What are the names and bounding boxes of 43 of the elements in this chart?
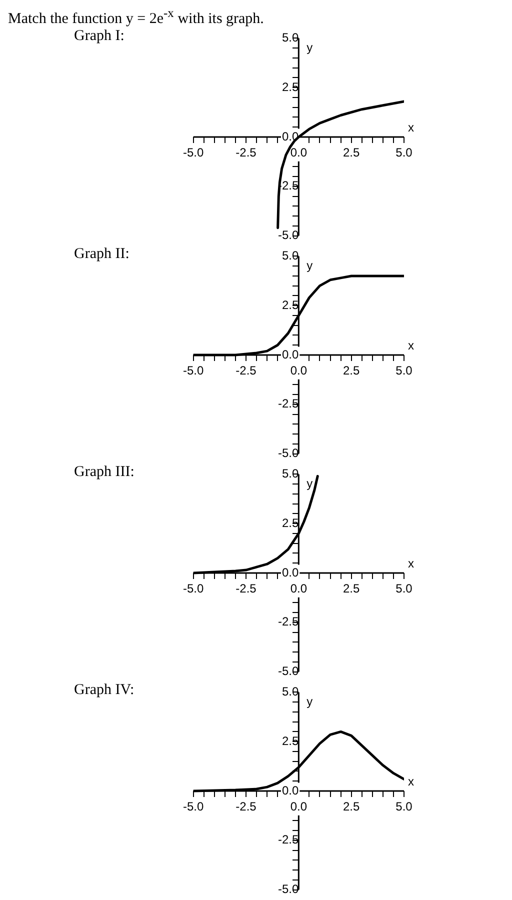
x-tick-label: 2.5 [342, 146, 360, 160]
x-tick-label: 5.0 [396, 582, 413, 596]
x-tick-label: 5.0 [396, 800, 413, 814]
y-axis-title: y [306, 694, 313, 709]
x-tick-label: -2.5 [236, 364, 257, 378]
y-tick-label: 0.0 [282, 783, 299, 798]
x-tick-label: -2.5 [236, 582, 257, 596]
x-axis-title: x [408, 556, 414, 570]
x-tick-label: -5.0 [182, 364, 204, 378]
x-axis-title: x [408, 120, 414, 134]
x-tick-label: 5.0 [396, 146, 413, 160]
y-tick-label: -5.0 [278, 882, 299, 896]
y-axis-title: y [306, 40, 313, 55]
y-tick-label: -2.5 [278, 396, 299, 411]
x-axis-title: x [408, 774, 414, 788]
x-axis-title: x [408, 338, 414, 352]
y-tick-label: -5.0 [278, 228, 299, 242]
y-tick-label: 2.5 [282, 80, 299, 94]
x-tick-label: -5.0 [182, 582, 204, 596]
y-tick-label: 0.0 [282, 565, 299, 580]
chart-title: Graph II: [73, 246, 130, 263]
x-tick-label: -2.5 [236, 146, 257, 160]
y-tick-label: -5.0 [278, 664, 299, 678]
y-tick-label: 2.5 [282, 734, 299, 748]
chart-title: Graph I: [73, 28, 126, 45]
y-tick-label: -2.5 [278, 614, 299, 629]
y-tick-label: 2.5 [282, 298, 299, 312]
x-tick-label: 2.5 [342, 364, 360, 378]
y-tick-label: 0.0 [282, 347, 299, 362]
x-tick-label: -2.5 [236, 800, 257, 814]
y-axis-title: y [306, 258, 313, 273]
text: Match the function y = 2e$^{-x}$ with its graph. [8, 6, 265, 28]
y-tick-label: -2.5 [278, 832, 299, 847]
x-tick-label: -5.0 [182, 146, 204, 160]
chart-title: Graph III: [73, 464, 136, 481]
x-tick-label: 2.5 [342, 800, 360, 814]
y-axis-title: y [306, 476, 313, 491]
chart-title: Graph IV: [73, 682, 136, 699]
y-tick-label: -5.0 [278, 446, 299, 460]
x-tick-label: -5.0 [182, 800, 204, 814]
x-tick-label: 5.0 [396, 364, 413, 378]
x-tick-label: 2.5 [342, 582, 360, 596]
y-tick-label: 2.5 [282, 516, 299, 530]
